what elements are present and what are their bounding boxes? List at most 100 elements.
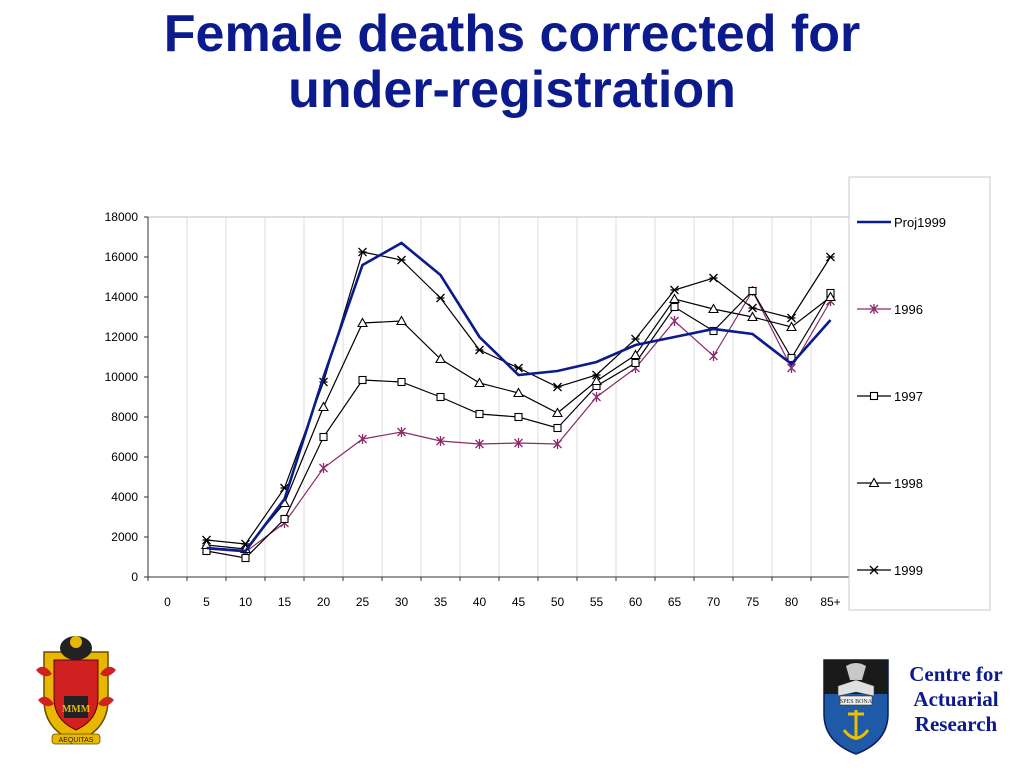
data-point — [825, 291, 836, 302]
y-tick-label: 2000 — [111, 530, 138, 544]
x-tick-label: 35 — [434, 595, 448, 609]
x-tick-label: 20 — [317, 595, 331, 609]
chart-legend: Proj1999 1996 1997 1998 1999 — [848, 176, 991, 611]
data-point — [319, 463, 328, 473]
data-point — [436, 293, 445, 303]
data-point — [396, 315, 407, 326]
y-tick-label: 16000 — [105, 250, 139, 264]
title-line-1: Female deaths corrected for — [163, 5, 861, 63]
x-tick-label: 5 — [203, 595, 210, 609]
data-point — [436, 392, 445, 402]
y-tick-label: 12000 — [105, 330, 139, 344]
legend-label: 1997 — [894, 389, 923, 404]
legend-item-1997: 1997 — [857, 389, 923, 404]
data-point — [513, 387, 524, 398]
data-point — [475, 409, 484, 419]
series-line — [206, 289, 832, 553]
y-tick-label: 18000 — [105, 210, 139, 224]
data-point — [869, 391, 879, 401]
data-point — [435, 353, 446, 364]
data-point — [474, 377, 485, 388]
data-point — [202, 535, 211, 545]
data-point — [358, 375, 367, 385]
data-point — [358, 434, 367, 444]
grid-lines — [186, 217, 851, 577]
legend-item-1999: 1999 — [857, 563, 923, 578]
series-1999 — [202, 247, 835, 549]
data-point — [748, 303, 757, 313]
legend-label: 1999 — [894, 563, 923, 578]
data-point — [670, 302, 679, 312]
y-tick-label: 14000 — [105, 290, 139, 304]
y-tick-label: 4000 — [111, 490, 138, 504]
data-point — [397, 255, 406, 265]
data-point — [868, 477, 880, 488]
legend-item-1996: 1996 — [857, 302, 923, 317]
data-point — [514, 438, 523, 448]
data-point — [787, 353, 796, 363]
title-line-2: under-registration — [288, 61, 736, 119]
data-point — [553, 423, 562, 433]
series-1996 — [202, 286, 835, 557]
x-tick-label: 0 — [164, 595, 171, 609]
svg-text:MMM: MMM — [62, 704, 91, 715]
car-text-line-1: Centre for — [909, 662, 1003, 686]
legend-label: 1998 — [894, 476, 923, 491]
series-proj1999 — [206, 241, 832, 553]
chart-series — [201, 241, 836, 563]
legend-item-proj1999: Proj1999 — [857, 215, 946, 230]
data-point — [318, 401, 329, 412]
car-text-line-2: Actuarial — [913, 687, 999, 711]
data-point — [709, 351, 718, 361]
shield-banner: SPES BONA — [840, 699, 873, 705]
x-tick-label: 60 — [629, 595, 643, 609]
data-point — [319, 432, 328, 442]
x-tick-label: 55 — [590, 595, 604, 609]
data-point — [397, 427, 406, 437]
series-1998 — [201, 291, 836, 554]
data-point — [397, 377, 406, 387]
data-point — [591, 375, 602, 386]
slide-title: Female deaths corrected for under-regist… — [0, 6, 1024, 118]
data-point — [514, 412, 523, 422]
x-tick-label: 10 — [239, 595, 253, 609]
y-tick-label: 0 — [131, 570, 138, 584]
y-tick-label: 8000 — [111, 410, 138, 424]
car-shield-logo: SPES BONA — [823, 659, 889, 755]
data-point — [869, 565, 879, 575]
x-tick-label: 40 — [473, 595, 487, 609]
x-tick-label: 25 — [356, 595, 370, 609]
data-point — [869, 304, 879, 314]
data-point — [592, 392, 601, 402]
data-point — [670, 316, 679, 326]
data-point — [592, 370, 601, 380]
series-1997 — [202, 286, 835, 563]
x-tick-label: 70 — [707, 595, 721, 609]
data-point — [708, 303, 719, 314]
car-logo-text: Centre for Actuarial Research — [896, 662, 1016, 737]
data-point — [475, 345, 484, 355]
chart-axes — [144, 216, 850, 581]
data-point — [436, 436, 445, 446]
series-line — [206, 296, 831, 550]
legend-label: Proj1999 — [894, 215, 946, 230]
x-tick-label: 80 — [785, 595, 799, 609]
data-point — [241, 553, 250, 563]
x-tick-label: 85+ — [820, 595, 840, 609]
data-point — [787, 313, 796, 323]
legend-item-1998: 1998 — [857, 476, 923, 491]
data-point — [670, 285, 679, 295]
data-point — [826, 252, 835, 262]
x-tick-label: 30 — [395, 595, 409, 609]
crest-motto: AEQUITAS — [59, 737, 94, 744]
x-tick-label: 50 — [551, 595, 565, 609]
x-tick-label: 75 — [746, 595, 760, 609]
data-point — [553, 439, 562, 449]
y-tick-label: 10000 — [105, 370, 139, 384]
data-point — [280, 514, 289, 524]
car-text-line-3: Research — [914, 712, 998, 736]
data-point — [747, 311, 758, 322]
data-point — [631, 334, 640, 344]
data-point — [357, 317, 368, 328]
